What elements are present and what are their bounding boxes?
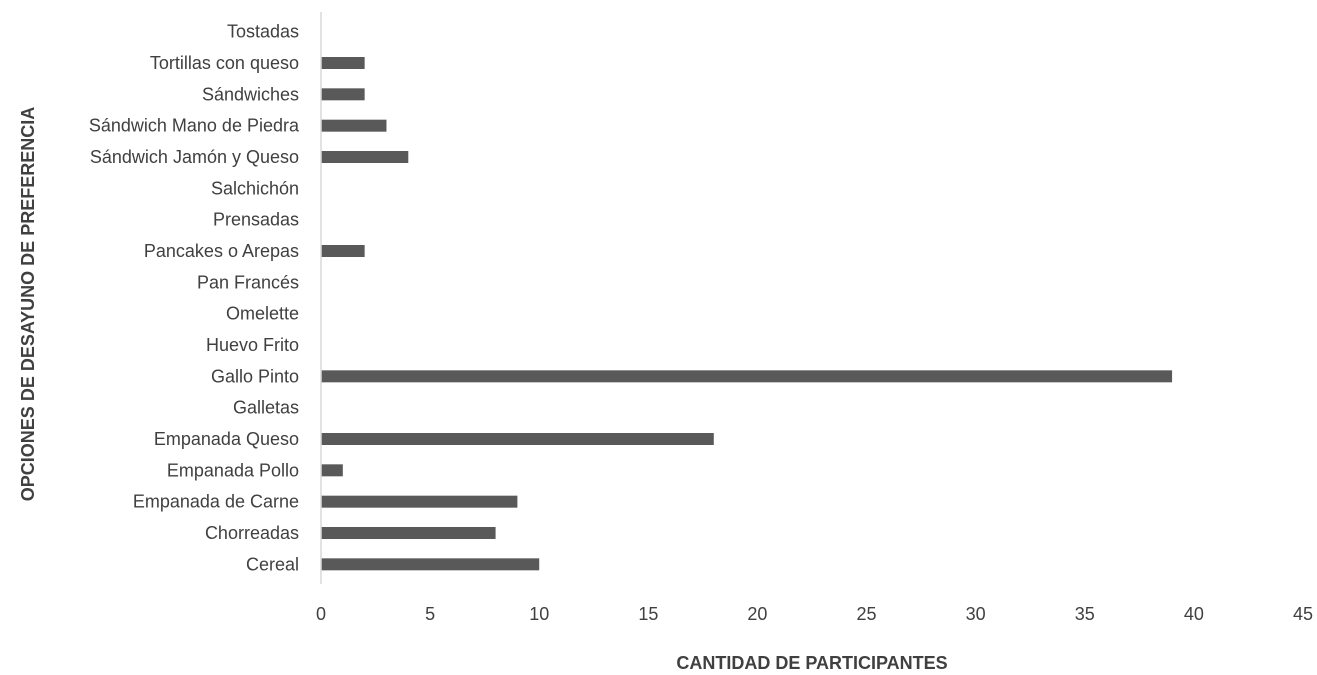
bar [321,370,1173,383]
x-tick-label: 0 [316,604,326,624]
bar [321,57,365,69]
category-label: Empanada Pollo [167,460,299,480]
x-tick-labels: 0 5 10 15 20 25 30 35 40 45 [316,604,1313,624]
category-label: Chorreadas [205,523,299,543]
bar [321,464,343,477]
category-label: Prensadas [213,210,299,230]
x-axis-title: CANTIDAD DE PARTICIPANTES [676,653,947,673]
bar [321,151,409,163]
category-label: Pancakes o Arepas [144,241,299,261]
category-label: Empanada Queso [154,429,299,449]
category-label: Sándwiches [202,84,299,104]
category-label: Tostadas [227,22,299,42]
bars-group [321,57,1173,571]
category-label: Omelette [226,304,299,324]
bar [321,495,518,508]
category-label: Salchichón [211,178,299,198]
category-label: Sándwich Jamón y Queso [90,147,299,167]
bar [321,433,714,445]
category-labels: Cereal Chorreadas Empanada de Carne Empanad… [89,22,300,575]
x-tick-label: 10 [529,604,549,624]
bar [321,245,365,257]
bar [321,558,540,571]
x-tick-label: 5 [425,604,435,624]
category-label: Gallo Pinto [211,366,299,386]
x-tick-label: 20 [747,604,767,624]
category-label: Huevo Frito [206,335,299,355]
category-label: Tortillas con queso [150,53,299,73]
x-tick-label: 35 [1075,604,1095,624]
x-tick-label: 40 [1184,604,1204,624]
x-tick-label: 15 [638,604,658,624]
category-label: Cereal [246,554,299,574]
y-axis-title: OPCIONES DE DESAYUNO DE PREFERENCIA [18,107,38,501]
x-tick-label: 30 [966,604,986,624]
category-label: Galletas [233,398,299,418]
x-tick-label: 45 [1293,604,1313,624]
bar [321,119,387,132]
category-label: Pan Francés [197,272,299,292]
category-label: Sándwich Mano de Piedra [89,116,300,136]
x-tick-label: 25 [857,604,877,624]
category-label: Empanada de Carne [133,492,299,512]
bar [321,527,496,539]
bar [321,88,365,101]
